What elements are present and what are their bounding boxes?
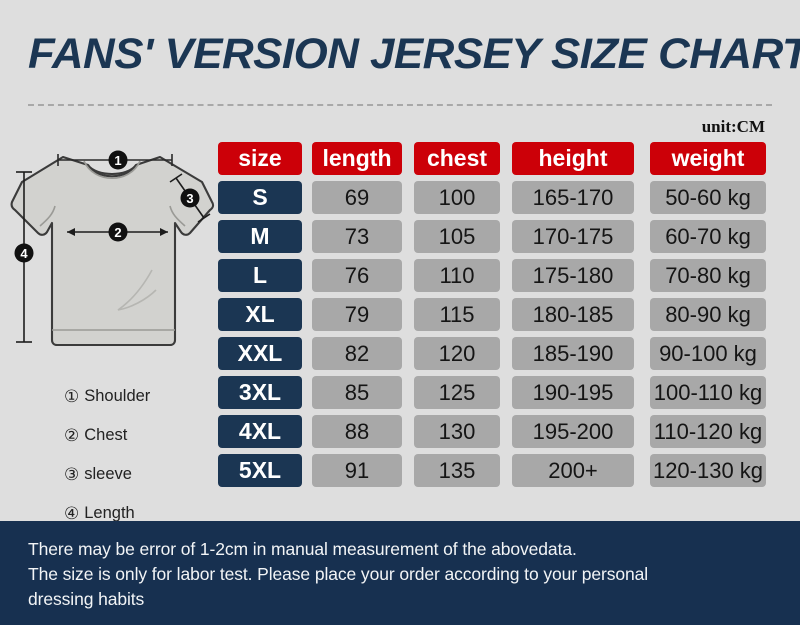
svg-text:2: 2 xyxy=(114,225,121,240)
cell-weight: 50-60 kg xyxy=(650,181,766,214)
legend-label-chest: Chest xyxy=(84,426,128,444)
cell-size: S xyxy=(218,181,302,214)
cell-length: 85 xyxy=(312,376,402,409)
size-chart-table: size length chest height weight S 69 100 16… xyxy=(218,142,768,493)
page-title: FANS' VERSION JERSEY SIZE CHART xyxy=(28,30,800,78)
column-header-length: length xyxy=(312,142,402,175)
table-row: XXL 82 120 185-190 90-100 kg xyxy=(218,337,768,370)
cell-size: XXL xyxy=(218,337,302,370)
table-row: 4XL 88 130 195-200 110-120 kg xyxy=(218,415,768,448)
cell-height: 165-170 xyxy=(512,181,634,214)
cell-length: 82 xyxy=(312,337,402,370)
circled-number-4-icon: ④ xyxy=(64,504,80,523)
cell-height: 200+ xyxy=(512,454,634,487)
cell-weight: 100-110 kg xyxy=(650,376,766,409)
cell-length: 88 xyxy=(312,415,402,448)
legend-item-length: ④ Length xyxy=(64,499,214,528)
disclaimer-line-3: dressing habits xyxy=(28,589,145,609)
cell-weight: 90-100 kg xyxy=(650,337,766,370)
cell-length: 79 xyxy=(312,298,402,331)
table-row: XL 79 115 180-185 80-90 kg xyxy=(218,298,768,331)
cell-height: 185-190 xyxy=(512,337,634,370)
cell-chest: 115 xyxy=(414,298,500,331)
legend-item-sleeve: ③ sleeve xyxy=(64,460,214,489)
disclaimer-footer: There may be error of 1-2cm in manual me… xyxy=(0,521,800,625)
column-header-size: size xyxy=(218,142,302,175)
disclaimer-line-2: The size is only for labor test. Please … xyxy=(28,564,649,584)
legend-item-shoulder: ① Shoulder xyxy=(64,382,214,411)
cell-chest: 105 xyxy=(414,220,500,253)
cell-chest: 100 xyxy=(414,181,500,214)
svg-text:3: 3 xyxy=(186,191,193,206)
measurement-legend: ① Shoulder ② Chest ③ sleeve ④ Length xyxy=(64,382,214,538)
table-row: S 69 100 165-170 50-60 kg xyxy=(218,181,768,214)
table-body: S 69 100 165-170 50-60 kg M 73 105 170-175 60-70 … xyxy=(218,181,768,487)
svg-text:1: 1 xyxy=(114,153,121,168)
legend-label-sleeve: sleeve xyxy=(84,465,132,483)
callout-3-sleeve xyxy=(180,188,200,208)
cell-length: 73 xyxy=(312,220,402,253)
cell-chest: 110 xyxy=(414,259,500,292)
cell-chest: 135 xyxy=(414,454,500,487)
callout-2-chest xyxy=(108,222,128,242)
circled-number-3-icon: ③ xyxy=(64,465,80,484)
cell-height: 195-200 xyxy=(512,415,634,448)
cell-weight: 120-130 kg xyxy=(650,454,766,487)
table-row: 3XL 85 125 190-195 100-110 kg xyxy=(218,376,768,409)
cell-weight: 80-90 kg xyxy=(650,298,766,331)
circled-number-2-icon: ② xyxy=(64,426,80,445)
cell-size: M xyxy=(218,220,302,253)
table-row: 5XL 91 135 200+ 120-130 kg xyxy=(218,454,768,487)
cell-chest: 125 xyxy=(414,376,500,409)
legend-label-length: Length xyxy=(84,504,135,522)
cell-chest: 120 xyxy=(414,337,500,370)
cell-size: 4XL xyxy=(218,415,302,448)
cell-height: 180-185 xyxy=(512,298,634,331)
cell-height: 175-180 xyxy=(512,259,634,292)
table-row: M 73 105 170-175 60-70 kg xyxy=(218,220,768,253)
cell-height: 170-175 xyxy=(512,220,634,253)
cell-size: 5XL xyxy=(218,454,302,487)
table-row: L 76 110 175-180 70-80 kg xyxy=(218,259,768,292)
cell-size: L xyxy=(218,259,302,292)
cell-length: 69 xyxy=(312,181,402,214)
cell-chest: 130 xyxy=(414,415,500,448)
unit-label: unit:CM xyxy=(701,117,765,136)
legend-label-shoulder: Shoulder xyxy=(84,387,151,405)
disclaimer-line-1: There may be error of 1-2cm in manual me… xyxy=(28,539,577,559)
cell-weight: 60-70 kg xyxy=(650,220,766,253)
cell-length: 91 xyxy=(312,454,402,487)
cell-size: 3XL xyxy=(218,376,302,409)
cell-size: XL xyxy=(218,298,302,331)
tshirt-diagram: 1 2 3 4 xyxy=(0,140,215,370)
cell-length: 76 xyxy=(312,259,402,292)
tshirt-illustration xyxy=(10,155,215,347)
callout-4-length xyxy=(14,243,34,263)
legend-item-chest: ② Chest xyxy=(64,421,214,450)
column-header-weight: weight xyxy=(650,142,766,175)
column-header-chest: chest xyxy=(414,142,500,175)
circled-number-1-icon: ① xyxy=(64,387,80,406)
cell-weight: 110-120 kg xyxy=(650,415,766,448)
cell-weight: 70-80 kg xyxy=(650,259,766,292)
cell-height: 190-195 xyxy=(512,376,634,409)
table-header-row: size length chest height weight xyxy=(218,142,768,175)
column-header-height: height xyxy=(512,142,634,175)
svg-text:4: 4 xyxy=(20,246,28,261)
header-divider xyxy=(28,104,772,106)
callout-1-shoulder xyxy=(108,150,128,170)
